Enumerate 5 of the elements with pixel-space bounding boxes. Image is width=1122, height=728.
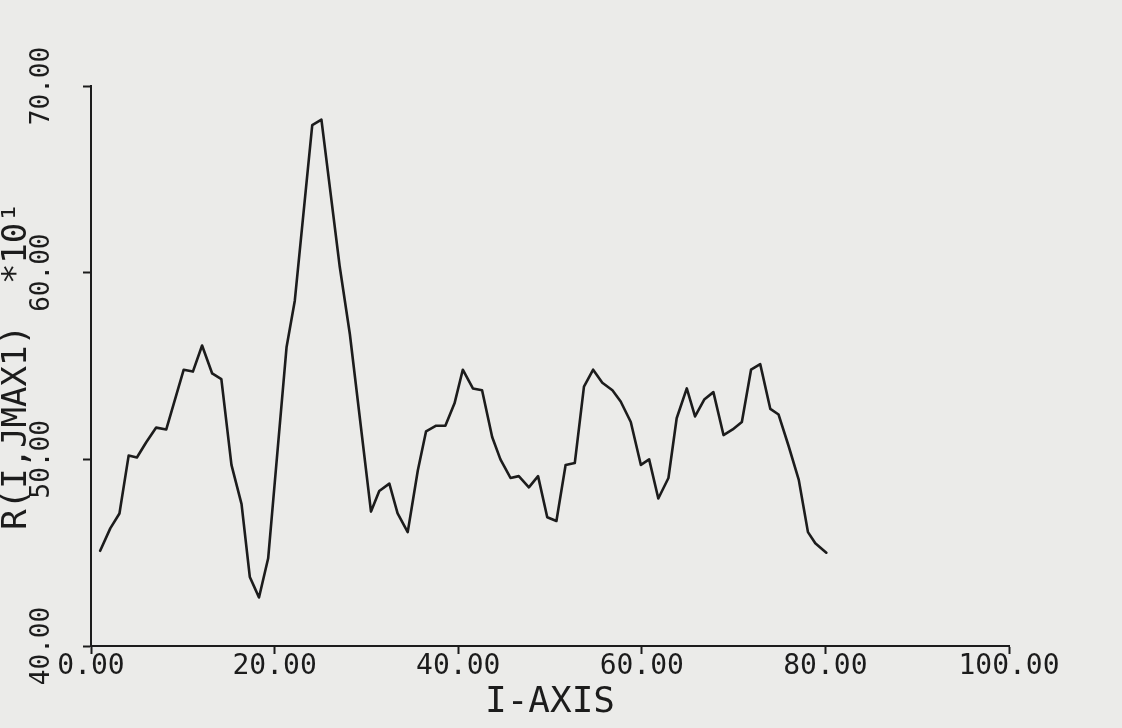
x-tick-label: 80.00	[783, 648, 868, 682]
x-tick-label: 100.00	[958, 648, 1060, 682]
x-tick-label: 0.00	[57, 648, 125, 682]
y-tick-label: 70.00	[24, 46, 55, 126]
x-tick-label: 20.00	[232, 648, 317, 682]
